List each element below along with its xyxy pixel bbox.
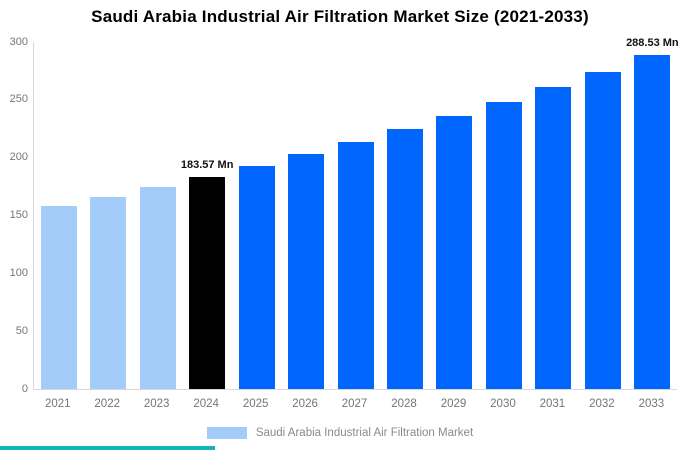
x-tick-label-2031: 2031 (539, 398, 566, 410)
bar-slot-2032 (578, 42, 627, 389)
x-tick-label-2033: 2033 (638, 398, 665, 410)
bar-slot-2023 (133, 42, 182, 389)
bar-slot-2027 (331, 42, 380, 389)
x-tick-label-2025: 2025 (242, 398, 269, 410)
y-tick-label: 250 (9, 93, 28, 106)
bar-2031[interactable] (535, 87, 572, 389)
bar-slot-2024: 183.57 Mn (180, 42, 234, 389)
x-tick-label-2030: 2030 (490, 398, 516, 410)
x-tick-label-2022: 2022 (94, 398, 120, 410)
bar-2027[interactable] (337, 142, 374, 389)
x-tick-label-2027: 2027 (341, 398, 368, 410)
legend-item[interactable]: Saudi Arabia Industrial Air Filtration M… (0, 427, 680, 439)
bar-slot-2025 (232, 42, 281, 389)
bar-2028[interactable] (387, 129, 424, 389)
x-tick-label-2024: 2024 (193, 398, 219, 410)
bar-2030[interactable] (485, 101, 522, 389)
bar-slot-2028 (380, 42, 429, 389)
bar-slot-2021 (34, 42, 83, 389)
y-tick-label: 50 (15, 324, 28, 337)
legend-swatch-icon (206, 427, 247, 439)
bar-slot-2022 (83, 42, 132, 389)
bar-slot-2033: 288.53 Mn (626, 37, 679, 389)
bars-container: 183.57 Mn 288.53 Mn (34, 37, 679, 389)
bar-2022[interactable] (90, 197, 127, 389)
legend-label: Saudi Arabia Industrial Air Filtration M… (255, 427, 474, 439)
bar-slot-2026 (281, 42, 330, 389)
bar-2025[interactable] (238, 165, 275, 389)
x-tick-label-2021: 2021 (44, 398, 71, 410)
bar-slot-2031 (529, 42, 578, 389)
x-axis: 2021 2022 2023 2024 2025 2026 2027 2028 2029 2030… (33, 398, 676, 410)
x-tick-label-2029: 2029 (440, 398, 467, 410)
y-tick-label: 200 (9, 151, 28, 164)
bar-slot-2030 (479, 42, 528, 389)
bar-2026[interactable] (288, 154, 325, 389)
x-tick-label-2032: 2032 (589, 398, 615, 410)
bar-2033[interactable] (634, 55, 671, 389)
bar-slot-2029 (430, 42, 479, 389)
y-axis: 0 50 100 150 200 250 300 (0, 0, 28, 450)
bar-2024[interactable] (189, 176, 226, 389)
bar-2023[interactable] (139, 187, 176, 389)
bar-value-label-2033: 288.53 Mn (626, 37, 679, 50)
footer-progress-strip (0, 446, 215, 450)
plot-area: 183.57 Mn 288.53 Mn (33, 37, 679, 390)
bar-value-label-2024: 183.57 Mn (180, 158, 234, 171)
bar-2029[interactable] (436, 116, 473, 389)
y-tick-label: 300 (9, 35, 28, 48)
x-tick-label-2026: 2026 (292, 398, 318, 410)
bar-2021[interactable] (40, 206, 77, 389)
y-tick-label: 100 (9, 266, 28, 279)
y-tick-label: 150 (9, 209, 28, 221)
x-tick-label-2028: 2028 (391, 398, 417, 410)
y-tick-label: 0 (21, 382, 28, 395)
bar-2032[interactable] (584, 71, 621, 389)
chart-title: Saudi Arabia Industrial Air Filtration M… (91, 7, 589, 26)
x-tick-label-2023: 2023 (143, 398, 170, 410)
